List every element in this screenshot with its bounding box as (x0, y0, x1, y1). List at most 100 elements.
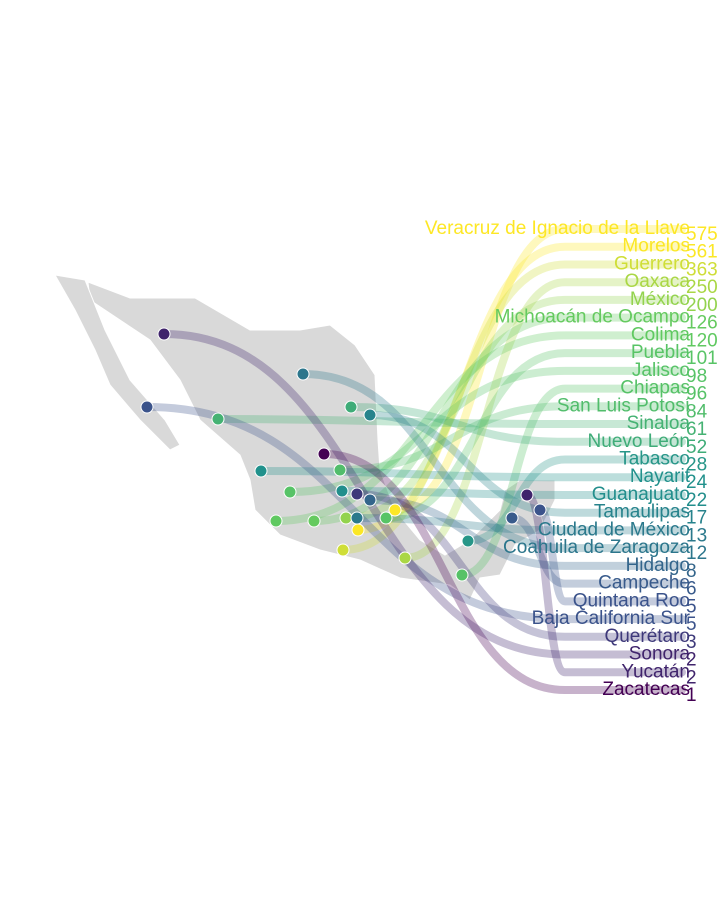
state-point (211, 412, 225, 426)
state-label: Querétaro (604, 626, 690, 647)
state-label: Veracruz de Ignacio de la Llave (425, 218, 690, 239)
state-point (254, 464, 268, 478)
state-point (398, 551, 412, 565)
state-label: Chiapas (620, 378, 690, 399)
flow-line (347, 403, 686, 446)
state-point (533, 503, 547, 517)
flow-line (464, 455, 686, 545)
state-point (363, 408, 377, 422)
state-label: Campeche (598, 573, 690, 594)
state-point (269, 514, 283, 528)
state-point (505, 511, 519, 525)
value-label: 1 (686, 685, 697, 706)
state-label: Jalisco (632, 360, 690, 381)
state-point (461, 534, 475, 548)
state-point (336, 543, 350, 557)
state-label: Ciudad de México (538, 519, 690, 540)
state-point (363, 493, 377, 507)
value-label: 12 (686, 543, 707, 564)
state-label: México (630, 289, 690, 310)
value-label: 96 (686, 384, 707, 405)
state-label: Guanajuato (592, 484, 690, 505)
flow-line (310, 313, 686, 525)
flow-line (353, 514, 686, 535)
value-label: 52 (686, 437, 707, 458)
value-label: 200 (686, 295, 718, 316)
state-point (307, 514, 321, 528)
value-label: 8 (686, 561, 697, 582)
state-point (455, 568, 469, 582)
state-label: Coahuila de Zaragoza (503, 537, 690, 558)
state-point (520, 488, 534, 502)
state-point (350, 487, 364, 501)
value-label: 3 (686, 632, 697, 653)
state-label: Sinaloa (627, 413, 691, 434)
flow-line (336, 402, 686, 474)
value-label: 363 (686, 259, 718, 280)
state-label: Nuevo León (588, 431, 690, 452)
value-label: 2 (686, 667, 697, 688)
state-point (379, 511, 393, 525)
state-label: Tamaulipas (594, 502, 690, 523)
state-point (296, 367, 310, 381)
country-outline (87, 281, 556, 601)
state-label: Morelos (622, 236, 690, 257)
state-point (157, 327, 171, 341)
flow-line (523, 491, 686, 677)
state-label: Guerrero (614, 253, 690, 274)
state-label: San Luis Potosí (557, 395, 691, 416)
state-label: Quintana Roo (573, 590, 690, 611)
value-label: 250 (686, 277, 718, 298)
state-label: Tabasco (619, 449, 690, 470)
value-label: 101 (686, 348, 718, 369)
value-label: 84 (686, 401, 708, 422)
state-point (333, 463, 347, 477)
state-point (350, 511, 364, 525)
state-label: Zacatecas (602, 679, 690, 700)
value-label: 561 (686, 242, 718, 263)
state-label: Michoacán de Ocampo (495, 307, 690, 328)
value-label: 5 (686, 596, 697, 617)
value-label: 13 (686, 525, 707, 546)
state-point (351, 523, 365, 537)
state-label: Nayarit (630, 466, 691, 487)
state-label: Hidalgo (626, 555, 690, 576)
value-label: 22 (686, 490, 707, 511)
flow-line (320, 450, 686, 694)
value-label: 5 (686, 614, 697, 635)
flow-line (257, 467, 686, 482)
value-label: 61 (686, 419, 707, 440)
state-point (283, 485, 297, 499)
value-label: 98 (686, 366, 707, 387)
flow-line (401, 278, 686, 562)
flow-line (508, 514, 686, 588)
value-label: 126 (686, 313, 718, 334)
flow-line (214, 415, 686, 429)
state-point (388, 503, 402, 517)
value-label: 28 (686, 455, 707, 476)
state-label: Oaxaca (625, 271, 691, 292)
state-point (344, 400, 358, 414)
value-label: 575 (686, 224, 718, 245)
value-label: 2 (686, 650, 697, 671)
value-label: 17 (686, 508, 707, 529)
state-label: Puebla (631, 342, 691, 363)
flow-line (391, 225, 686, 514)
state-point (339, 511, 353, 525)
state-label: Sonora (629, 644, 691, 665)
flow-line (339, 260, 686, 554)
state-label: Baja California Sur (532, 608, 691, 629)
flow-line (382, 349, 686, 522)
flow-line (338, 487, 686, 499)
flow-line (299, 370, 686, 553)
flow-line (342, 295, 686, 522)
state-point (140, 400, 154, 414)
state-label: Yucatán (621, 661, 690, 682)
state-point (317, 447, 331, 461)
state-label: Colima (631, 324, 691, 345)
value-label: 120 (686, 330, 718, 351)
value-label: 6 (686, 579, 697, 600)
value-label: 24 (686, 472, 708, 493)
state-point (335, 484, 349, 498)
